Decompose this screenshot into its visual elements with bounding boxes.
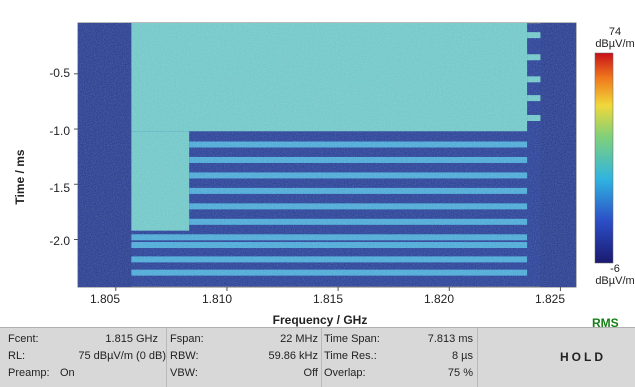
fspan-value: 22 MHz xyxy=(280,333,318,345)
y-tick-label: -2.0 xyxy=(49,234,70,248)
timeres-value: 8 µs xyxy=(451,350,473,362)
rl-value: 75 dBµV/m (0 dB) xyxy=(78,350,166,362)
y-axis-label: Time / ms xyxy=(10,149,30,204)
divider xyxy=(477,328,478,387)
vbw-row: VBW: Off xyxy=(170,366,318,380)
x-tick-label: 1.820 xyxy=(423,292,455,306)
timespan-row: Time Span: 7.813 ms xyxy=(324,332,473,346)
x-tick-label: 1.815 xyxy=(312,292,344,306)
hold-status[interactable]: HOLD xyxy=(560,350,606,364)
divider xyxy=(166,328,167,387)
x-tick-label: 1.810 xyxy=(201,292,233,306)
timeres-row: Time Res.: 8 µs xyxy=(324,349,473,363)
x-tick-label: 1.805 xyxy=(89,292,121,306)
spectrogram-chart xyxy=(74,22,614,291)
y-tick-label: -1.0 xyxy=(49,124,70,138)
fcent-value: 1.815 GHz xyxy=(105,333,158,345)
colorbar-min: -6 dBµV/m xyxy=(590,263,635,287)
fcent-label: Fcent: xyxy=(8,333,39,345)
colorbar-min-value: -6 xyxy=(610,263,620,275)
colorbar-max-unit: dBµV/m xyxy=(595,38,635,50)
grain-overlay xyxy=(78,23,576,287)
timespan-label: Time Span: xyxy=(324,333,380,345)
rbw-row: RBW: 59.86 kHz xyxy=(170,349,318,363)
fspan-row: Fspan: 22 MHz xyxy=(170,332,318,346)
y-tick-label: -0.5 xyxy=(49,66,70,80)
y-tick-label: -1.5 xyxy=(49,181,70,195)
rbw-value: 59.86 kHz xyxy=(268,350,318,362)
rbw-label: RBW: xyxy=(170,350,199,362)
colorbar xyxy=(594,52,614,264)
x-axis-label: Frequency / GHz xyxy=(272,313,368,327)
fspan-label: Fspan: xyxy=(170,333,204,345)
fcent-row: Fcent: 1.815 GHz xyxy=(8,332,158,346)
overlap-label: Overlap: xyxy=(324,367,366,379)
preamp-value: On xyxy=(60,367,75,379)
timeres-label: Time Res.: xyxy=(324,350,377,362)
y-axis-label-text: Time / ms xyxy=(13,149,27,205)
vbw-value: Off xyxy=(303,367,318,379)
overlap-value: 75 % xyxy=(447,367,473,379)
preamp-row: Preamp: On xyxy=(8,366,158,380)
colorbar-min-unit: dBµV/m xyxy=(595,275,635,287)
x-tick-label: 1.825 xyxy=(534,292,566,306)
colorbar-max-value: 74 xyxy=(608,26,622,38)
rl-row: RL: 75 dBµV/m (0 dB) xyxy=(8,349,166,363)
colorbar-max: 74 dBµV/m xyxy=(590,26,635,50)
axis-tick-marks xyxy=(74,73,561,291)
divider xyxy=(321,328,322,387)
vbw-label: VBW: xyxy=(170,367,198,379)
status-panel: Fcent: 1.815 GHz RL: 75 dBµV/m (0 dB) Pr… xyxy=(0,327,635,387)
overlap-row: Overlap: 75 % xyxy=(324,366,473,380)
preamp-label: Preamp: xyxy=(8,367,50,379)
rl-label: RL: xyxy=(8,350,26,362)
detector-label: RMS xyxy=(592,316,619,330)
timespan-value: 7.813 ms xyxy=(427,333,473,345)
